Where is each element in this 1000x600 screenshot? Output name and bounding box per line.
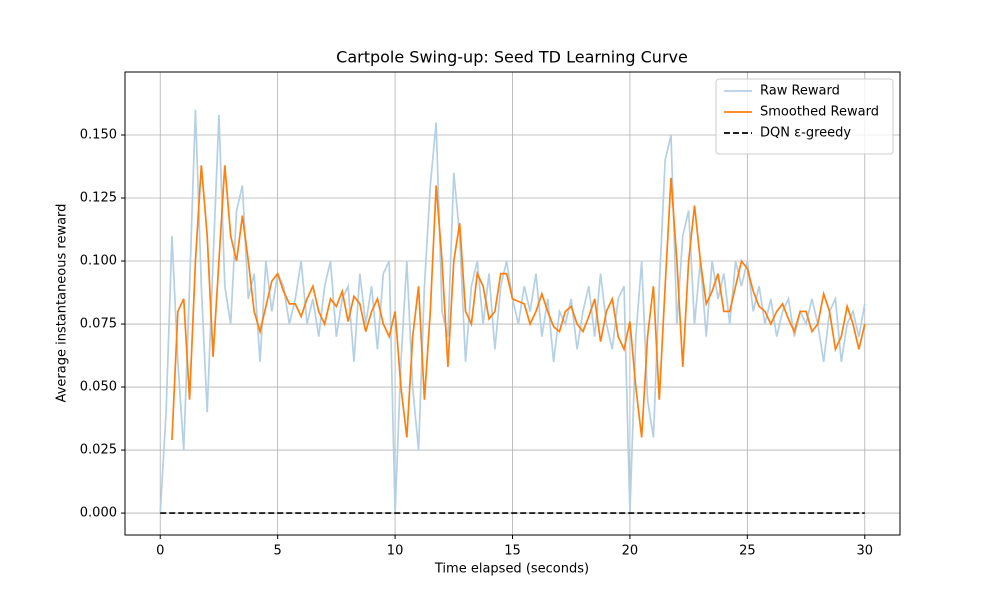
y-tick-label: 0.100 (80, 254, 117, 269)
legend-box (715, 78, 894, 155)
chart-title: Cartpole Swing-up: Seed TD Learning Curv… (336, 48, 688, 67)
x-tick-label: 25 (739, 544, 756, 559)
y-tick-label: 0.050 (80, 380, 117, 395)
legend-label: Raw Reward (760, 84, 840, 99)
x-tick-label: 0 (156, 544, 164, 559)
x-tick-label: 10 (387, 544, 404, 559)
y-tick-label: 0.075 (80, 317, 117, 332)
x-tick-label: 15 (504, 544, 521, 559)
x-tick-label: 30 (856, 544, 873, 559)
legend-label: Smoothed Reward (760, 105, 879, 120)
legend-label: DQN ε-greedy (760, 126, 851, 141)
x-axis-label: Time elapsed (seconds) (434, 562, 589, 577)
y-axis-label: Average instantaneous reward (55, 204, 70, 403)
plot-frame (124, 71, 901, 536)
series-line (171, 165, 866, 441)
y-tick-label: 0.025 (80, 443, 117, 458)
x-tick-label: 5 (274, 544, 282, 559)
y-tick-label: 0.125 (80, 191, 117, 206)
y-tick-label: 0.150 (80, 128, 117, 143)
x-tick-label: 20 (622, 544, 639, 559)
y-tick-label: 0.000 (80, 506, 117, 521)
